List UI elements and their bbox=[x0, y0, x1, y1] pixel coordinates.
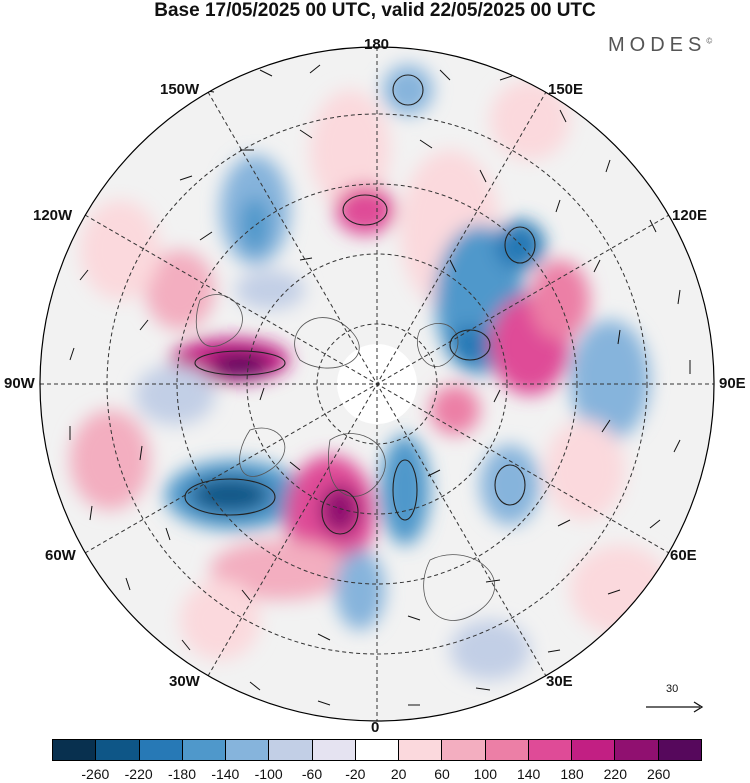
colorbar-tick-label: 220 bbox=[603, 766, 628, 782]
colorbar-tick-label: -20 bbox=[345, 766, 366, 782]
colorbar-segment bbox=[139, 740, 183, 760]
colorbar-segment bbox=[53, 740, 97, 760]
lon-label-60e: 60E bbox=[670, 547, 697, 564]
map-border bbox=[39, 46, 715, 722]
colorbar-segment bbox=[399, 740, 443, 760]
right-arrow-icon bbox=[646, 701, 704, 713]
lon-label-180: 180 bbox=[364, 36, 390, 53]
colorbar-tick-label: 260 bbox=[646, 766, 671, 782]
lon-label-120w: 120W bbox=[33, 207, 73, 224]
colorbar-segment bbox=[269, 740, 313, 760]
lon-label-90e: 90E bbox=[719, 375, 746, 392]
colorbar-tick-label: -100 bbox=[254, 766, 283, 782]
lon-label-30e: 30E bbox=[546, 673, 573, 690]
colorbar-segment bbox=[442, 740, 486, 760]
copyright-mark: © bbox=[706, 36, 713, 46]
colorbar-tick-label: -60 bbox=[301, 766, 323, 782]
colorbar-segment bbox=[96, 740, 140, 760]
contours bbox=[184, 74, 536, 535]
modes-logo: MODES© bbox=[608, 34, 712, 57]
colorbar-tick-label: -140 bbox=[211, 766, 240, 782]
colorbar-segment bbox=[485, 740, 529, 760]
polar-map bbox=[39, 46, 715, 722]
colorbar-segment bbox=[528, 740, 573, 760]
lon-label-150e: 150E bbox=[548, 81, 584, 98]
lon-label-150w: 150W bbox=[160, 81, 200, 98]
colorbar-segment bbox=[312, 740, 356, 760]
colorbar-tick-label: -180 bbox=[167, 766, 197, 782]
reference-vector-label: 30 bbox=[666, 683, 679, 695]
lon-label-90w: 90W bbox=[4, 375, 35, 392]
colorbar-segment bbox=[182, 740, 227, 760]
colorbar-segment bbox=[658, 740, 701, 760]
colorbar-tick-label: 140 bbox=[516, 766, 541, 782]
colorbar-tick-label: 20 bbox=[390, 766, 407, 782]
lon-label-120e: 120E bbox=[672, 207, 708, 224]
anomaly-field bbox=[70, 65, 670, 680]
colorbar-segment bbox=[226, 740, 270, 760]
map-disk bbox=[40, 47, 714, 721]
colorbar-tick-label: -260 bbox=[81, 766, 110, 782]
colorbar-tick-label: 180 bbox=[560, 766, 584, 782]
colorbar-segment bbox=[355, 740, 400, 760]
colorbar-segment bbox=[572, 740, 616, 760]
lon-label-30w: 30W bbox=[169, 673, 200, 690]
colorbar-tick-label: -220 bbox=[124, 766, 153, 782]
colorbar-tick-label: 100 bbox=[473, 766, 498, 782]
wind-vectors bbox=[69, 64, 691, 706]
brand-name: MODES bbox=[608, 34, 707, 56]
lon-label-0: 0 bbox=[371, 719, 380, 736]
colorbar-tick-label: 60 bbox=[434, 766, 450, 782]
graticule bbox=[40, 47, 714, 721]
colorbar-segment bbox=[615, 740, 659, 760]
map-title: Base 17/05/2025 00 UTC, valid 22/05/2025… bbox=[154, 0, 596, 21]
colorbar bbox=[52, 739, 702, 761]
lon-label-60w: 60W bbox=[45, 547, 76, 564]
